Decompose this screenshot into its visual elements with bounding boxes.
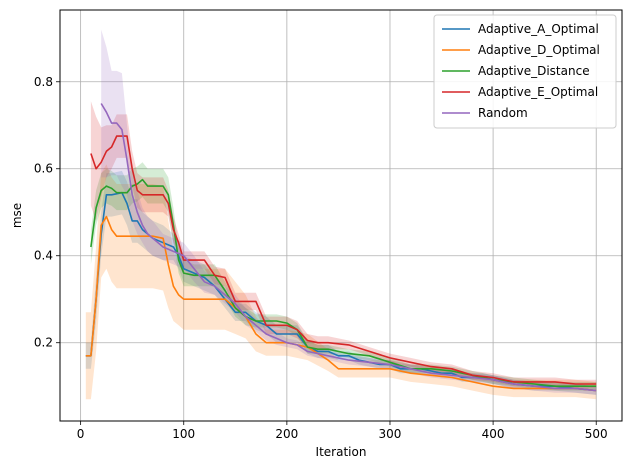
legend: Adaptive_A_Optimal Adaptive_D_Optimal Adap… (433, 14, 617, 129)
x-tick-label: 400 (482, 427, 505, 441)
band-2 (90, 162, 597, 391)
series-line-3 (90, 135, 597, 385)
y-tick-label: 0.8 (34, 75, 53, 89)
legend-entry-1: Adaptive_D_Optimal (478, 43, 600, 57)
x-tick-label: 200 (275, 427, 298, 441)
legend-box (433, 14, 617, 129)
x-tick-label: 0 (77, 427, 85, 441)
y-tick-label: 0.4 (34, 249, 53, 263)
x-tick-label: 100 (172, 427, 195, 441)
band-0 (85, 170, 597, 395)
x-tick-label: 300 (379, 427, 402, 441)
legend-entry-4: Random (478, 106, 528, 120)
legend-entry-2: Adaptive_Distance (478, 64, 590, 78)
plot-frame (59, 9, 623, 422)
series-lines (85, 103, 597, 392)
axis-ticks: 0 100 200 300 400 500 0.2 0.4 0.6 0.8 (34, 75, 608, 441)
legend-entry-3: Adaptive_E_Optimal (478, 85, 598, 99)
y-tick-label: 0.6 (34, 162, 53, 176)
legend-entry-0: Adaptive_A_Optimal (478, 22, 599, 36)
y-axis-label: mse (10, 203, 24, 228)
series-line-2 (90, 178, 597, 387)
series-line-4 (100, 103, 597, 392)
x-tick-label: 500 (585, 427, 608, 441)
y-tick-label: 0.2 (34, 336, 53, 350)
x-axis-label: Iteration (316, 445, 367, 459)
